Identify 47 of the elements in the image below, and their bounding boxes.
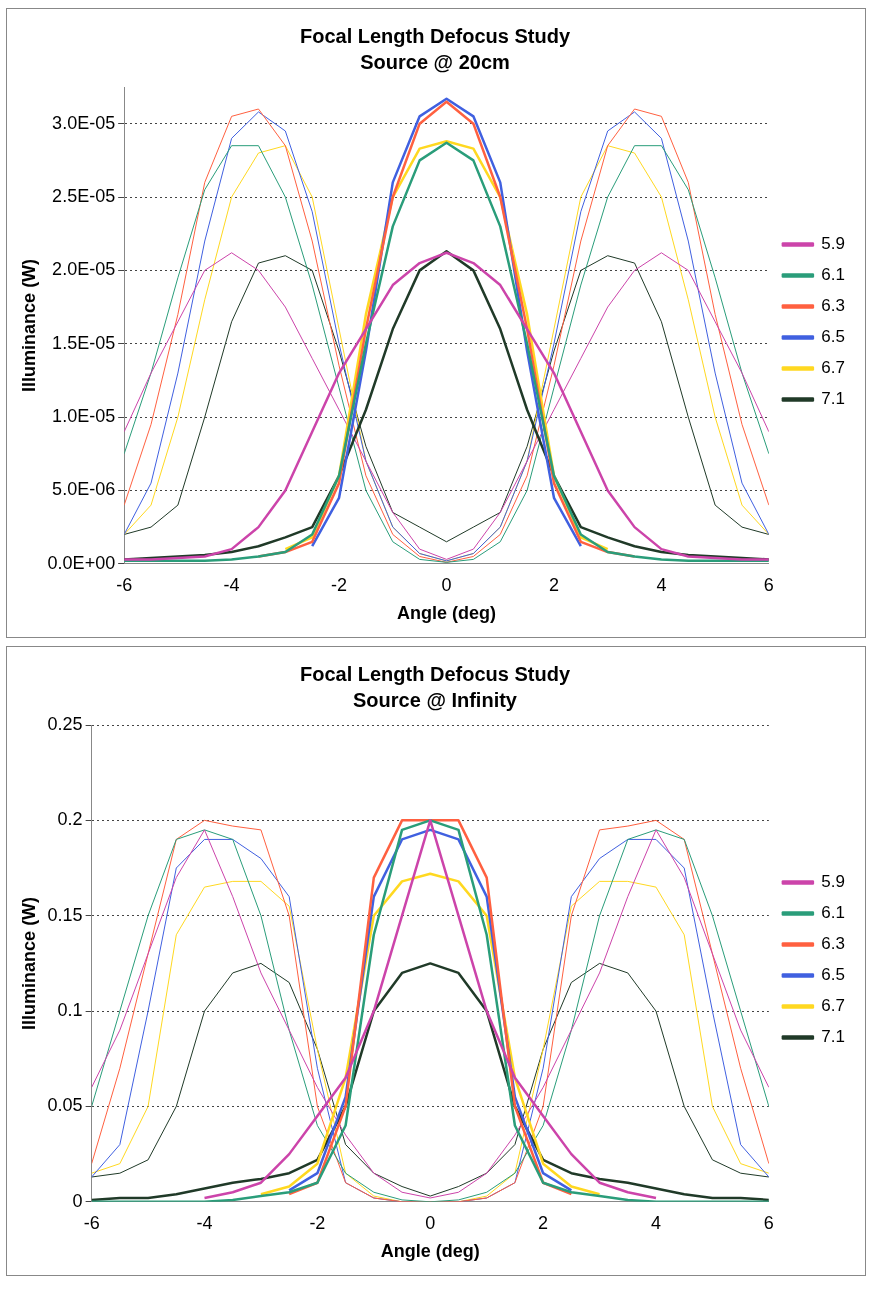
legend-label: 6.1 — [821, 903, 846, 923]
y-tick-label: 0.15 — [47, 904, 83, 925]
x-tick-label: 2 — [548, 574, 559, 595]
legend-label: 6.1 — [821, 265, 846, 285]
x-tick-label: 6 — [763, 1212, 774, 1233]
chart-title: Focal Length Defocus Study — [299, 662, 571, 685]
x-tick-label: -6 — [83, 1212, 100, 1233]
legend-label: 6.3 — [821, 296, 846, 316]
y-tick-label: 0.2 — [57, 809, 83, 830]
legend-label: 6.5 — [821, 327, 846, 347]
x-tick-label: 4 — [650, 1212, 661, 1233]
y-axis-title: Illuminance (W) — [18, 896, 39, 1030]
x-axis-title: Angle (deg) — [380, 1241, 480, 1262]
legend-label: 5.9 — [821, 872, 846, 892]
chart-subtitle: Source @ 20cm — [360, 50, 510, 73]
legend-label: 6.5 — [821, 965, 846, 985]
x-tick-label: -6 — [116, 574, 133, 595]
x-tick-label: 0 — [441, 574, 452, 595]
y-tick-label: 5.0E-06 — [52, 479, 116, 500]
y-tick-label: 0.0E+00 — [47, 552, 116, 573]
x-tick-label: -2 — [309, 1212, 326, 1233]
x-tick-label: 4 — [656, 574, 667, 595]
legend-label: 7.1 — [821, 1027, 846, 1047]
y-tick-label: 0.1 — [57, 1000, 83, 1021]
x-tick-label: 6 — [763, 574, 774, 595]
y-tick-label: 1.5E-05 — [52, 332, 116, 353]
y-tick-label: 2.5E-05 — [52, 186, 116, 206]
legend-label: 6.3 — [821, 934, 846, 954]
x-tick-label: -2 — [331, 574, 348, 595]
y-axis-title: Illuminance (W) — [18, 258, 39, 392]
x-tick-label: 2 — [538, 1212, 549, 1233]
y-tick-label: 3.0E-05 — [52, 112, 116, 133]
legend-label: 6.7 — [821, 996, 846, 1016]
legend-label: 7.1 — [821, 389, 846, 409]
chart-title: Focal Length Defocus Study — [299, 24, 571, 47]
x-tick-label: -4 — [196, 1212, 213, 1233]
y-tick-label: 0 — [72, 1190, 83, 1211]
x-axis-title: Angle (deg) — [397, 603, 497, 624]
y-tick-label: 0.25 — [47, 713, 83, 734]
legend-label: 6.7 — [821, 358, 846, 378]
chart-subtitle: Source @ Infinity — [353, 688, 518, 711]
y-tick-label: 0.05 — [47, 1095, 83, 1116]
y-tick-label: 2.0E-05 — [52, 259, 116, 280]
y-tick-label: 1.0E-05 — [52, 406, 116, 427]
x-tick-label: -4 — [223, 574, 240, 595]
legend-label: 5.9 — [821, 234, 846, 254]
x-tick-label: 0 — [425, 1212, 436, 1233]
